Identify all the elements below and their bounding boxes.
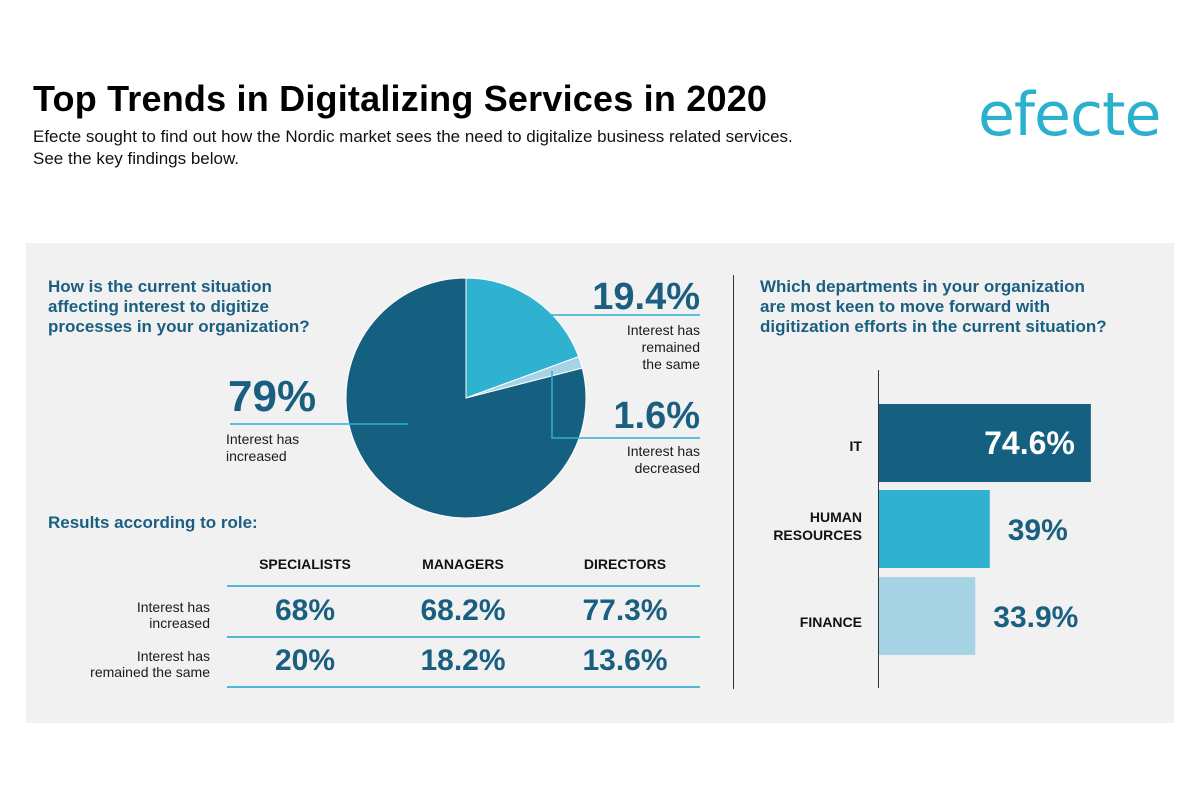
pie-question-line: How is the current situation	[48, 277, 272, 296]
table-cell: 20%	[274, 644, 336, 677]
pie-label-decreased-text: Interest has decreased	[560, 443, 700, 477]
table-rule	[227, 585, 700, 587]
table-rule	[227, 636, 700, 638]
bar-category-line: IT	[849, 438, 862, 454]
pie-label-line: Interest has	[626, 322, 700, 338]
column-header-directors: DIRECTORS	[583, 556, 667, 572]
bar-category-it: IT	[742, 437, 862, 455]
bar-question-line: Which departments in your organization	[760, 277, 1085, 296]
bar-category-line: FINANCE	[799, 614, 862, 630]
page-subtitle: Efecte sought to find out how the Nordic…	[33, 126, 793, 170]
pie-label-line: the same	[642, 356, 700, 372]
row-label-line: remained the same	[90, 664, 210, 680]
efecte-logo: efecte	[978, 80, 1161, 150]
row-label-same: Interest has remained the same	[60, 648, 210, 680]
section-divider	[733, 275, 734, 689]
pie-slice-increased	[345, 277, 587, 519]
row-label-increased: Interest has increased	[60, 599, 210, 631]
pie-label-line: decreased	[634, 460, 700, 476]
pie-label-line: remained	[641, 339, 700, 355]
pie-label-same-text: Interest has remained the same	[560, 322, 700, 373]
bar-category-line: RESOURCES	[773, 527, 862, 543]
row-label-line: Interest has	[136, 599, 210, 615]
page-title: Top Trends in Digitalizing Services in 2…	[33, 78, 768, 119]
bar-category-line: HUMAN	[809, 509, 862, 525]
table-cell: 18.2%	[420, 644, 506, 677]
bar-question-line: digitization efforts in the current situ…	[760, 317, 1107, 336]
pie-slice-same	[465, 277, 580, 399]
pie-label-increased-text: Interest has increased	[226, 431, 299, 465]
row-label-line: increased	[149, 615, 210, 631]
subtitle-line: Efecte sought to find out how the Nordic…	[33, 127, 793, 146]
pie-question-line: processes in your organization?	[48, 317, 310, 336]
pie-label-line: Interest has	[626, 443, 700, 459]
role-heading: Results according to role:	[48, 513, 258, 532]
bar-category-finance: FINANCE	[742, 613, 862, 631]
table-cell: 68%	[274, 594, 336, 627]
pie-question: How is the current situation affecting i…	[48, 277, 310, 337]
pie-label-increased-value: 79%	[228, 372, 317, 421]
column-header-managers: MANAGERS	[422, 556, 504, 572]
table-cell: 13.6%	[582, 644, 668, 677]
column-header-specialists: SPECIALISTS	[259, 556, 351, 572]
bar-question-line: are most keen to move forward with	[760, 297, 1051, 316]
leader-line-decreased	[551, 371, 700, 439]
bar-axis	[878, 370, 879, 688]
bar-category-hr: HUMAN RESOURCES	[742, 508, 862, 544]
pie-label-decreased-value: 1.6%	[613, 395, 700, 437]
table-rule	[227, 686, 700, 688]
pie-label-line: increased	[226, 448, 287, 464]
table-cell: 68.2%	[420, 594, 506, 627]
table-cell: 77.3%	[582, 594, 668, 627]
findings-panel	[26, 243, 1174, 723]
pie-label-same-value: 19.4%	[592, 276, 700, 318]
pie-label-line: Interest has	[226, 431, 300, 447]
row-label-line: Interest has	[136, 648, 210, 664]
subtitle-line: See the key findings below.	[33, 149, 240, 168]
bar-question: Which departments in your organization a…	[760, 277, 1107, 337]
pie-question-line: affecting interest to digitize	[48, 297, 270, 316]
